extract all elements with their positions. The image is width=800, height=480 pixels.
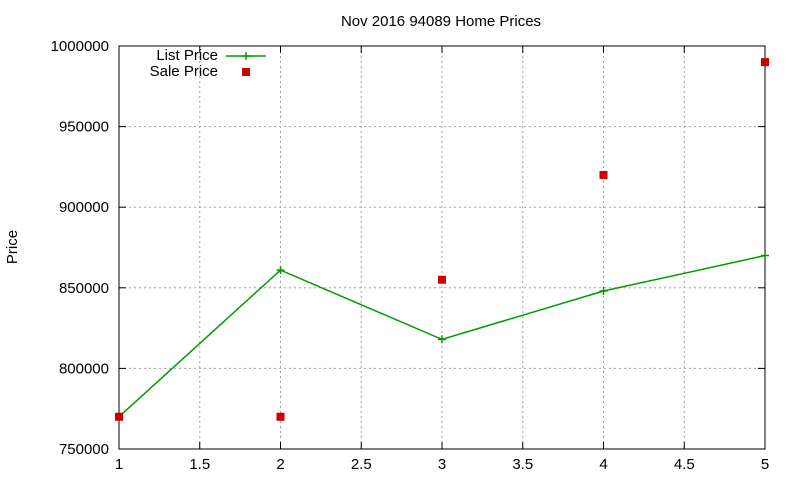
chart-title: Nov 2016 94089 Home Prices bbox=[341, 13, 541, 30]
y-tick-label: 950000 bbox=[59, 119, 109, 136]
grid bbox=[119, 46, 765, 449]
x-tick-label: 5 bbox=[761, 456, 769, 473]
sale-price-point bbox=[761, 58, 769, 67]
list-price-point bbox=[761, 251, 769, 260]
series-layer bbox=[115, 58, 769, 421]
sale-price-point bbox=[599, 170, 608, 179]
list-price-point bbox=[438, 335, 446, 344]
sale-price-point bbox=[276, 412, 285, 421]
x-tick-label: 3 bbox=[438, 456, 446, 473]
legend-marker-list-price bbox=[242, 52, 250, 60]
x-tick-label: 2.5 bbox=[351, 456, 372, 473]
legend-marker-sale-price bbox=[242, 68, 250, 76]
y-tick-label: 1000000 bbox=[51, 38, 109, 55]
sale-price-point bbox=[438, 275, 446, 284]
x-tick-label: 3.5 bbox=[512, 456, 533, 473]
legend-label-list-price: List Price bbox=[156, 47, 218, 64]
y-axis: 750000 800000 850000 900000 950000 1000000 bbox=[51, 38, 765, 458]
x-tick-label: 2 bbox=[276, 456, 284, 473]
y-tick-label: 900000 bbox=[59, 199, 109, 216]
legend-label-sale-price: Sale Price bbox=[150, 63, 218, 80]
x-tick-label: 1 bbox=[115, 456, 123, 473]
x-tick-label: 4 bbox=[599, 456, 607, 473]
y-tick-label: 800000 bbox=[59, 360, 109, 377]
x-axis: 1 1.5 2 2.5 3 3.5 4 4.5 5 bbox=[115, 46, 769, 473]
x-tick-label: 4.5 bbox=[674, 456, 695, 473]
sale-price-point bbox=[115, 412, 123, 421]
list-price-point bbox=[276, 266, 285, 275]
y-tick-label: 850000 bbox=[59, 280, 109, 297]
x-tick-label: 1.5 bbox=[189, 456, 210, 473]
y-axis-label: Price bbox=[4, 230, 21, 264]
list-price-point bbox=[599, 287, 608, 296]
legend: List Price Sale Price bbox=[150, 47, 266, 80]
y-tick-label: 750000 bbox=[59, 441, 109, 458]
